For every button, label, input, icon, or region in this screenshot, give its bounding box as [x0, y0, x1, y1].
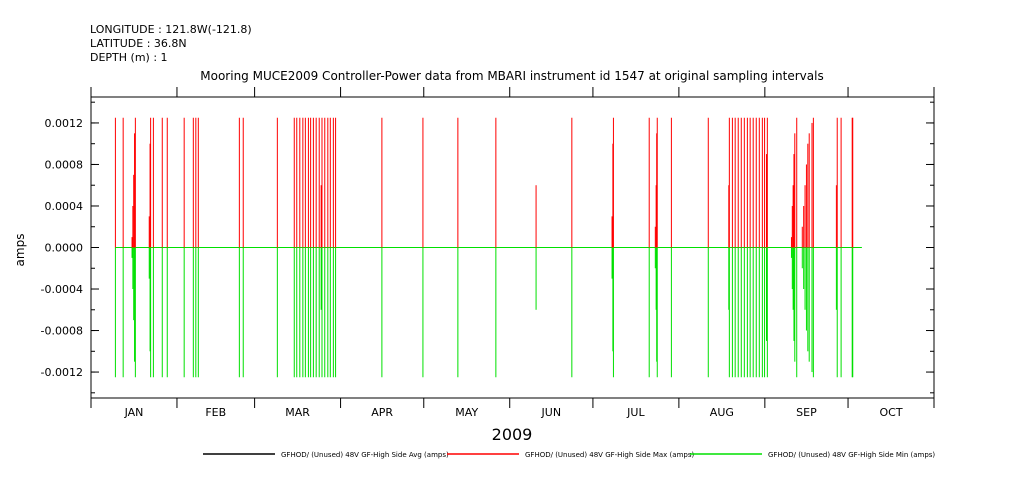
- depth-label: DEPTH (m) : 1: [90, 51, 168, 64]
- x-month-label: MAY: [455, 406, 478, 419]
- legend-label: GFHOD/ (Unused) 48V GF-High Side Avg (am…: [281, 451, 449, 459]
- x-month-label: JUN: [541, 406, 562, 419]
- y-tick-label: 0.0008: [45, 158, 84, 171]
- longitude-label: LONGITUDE : 121.8W(-121.8): [90, 23, 252, 36]
- x-month-label: MAR: [285, 406, 310, 419]
- x-month-label: AUG: [710, 406, 734, 419]
- x-axis-label: 2009: [492, 425, 533, 444]
- y-tick-label: 0.0012: [45, 117, 84, 130]
- chart-title: Mooring MUCE2009 Controller-Power data f…: [200, 69, 823, 83]
- y-axis-label: amps: [13, 234, 27, 267]
- x-month-label: APR: [371, 406, 393, 419]
- y-tick-label: 0.0004: [45, 200, 84, 213]
- y-tick-label: 0.0000: [45, 242, 84, 255]
- y-tick-label: -0.0012: [41, 366, 83, 379]
- x-month-label: JAN: [124, 406, 144, 419]
- x-month-label: OCT: [879, 406, 902, 419]
- x-month-label: JUL: [626, 406, 645, 419]
- x-month-label: SEP: [796, 406, 817, 419]
- legend-label: GFHOD/ (Unused) 48V GF-High Side Max (am…: [525, 451, 694, 459]
- latitude-label: LATITUDE : 36.8N: [90, 37, 187, 50]
- legend-label: GFHOD/ (Unused) 48V GF-High Side Min (am…: [768, 451, 935, 459]
- x-month-label: FEB: [205, 406, 226, 419]
- y-tick-label: -0.0008: [41, 325, 83, 338]
- y-tick-label: -0.0004: [41, 283, 83, 296]
